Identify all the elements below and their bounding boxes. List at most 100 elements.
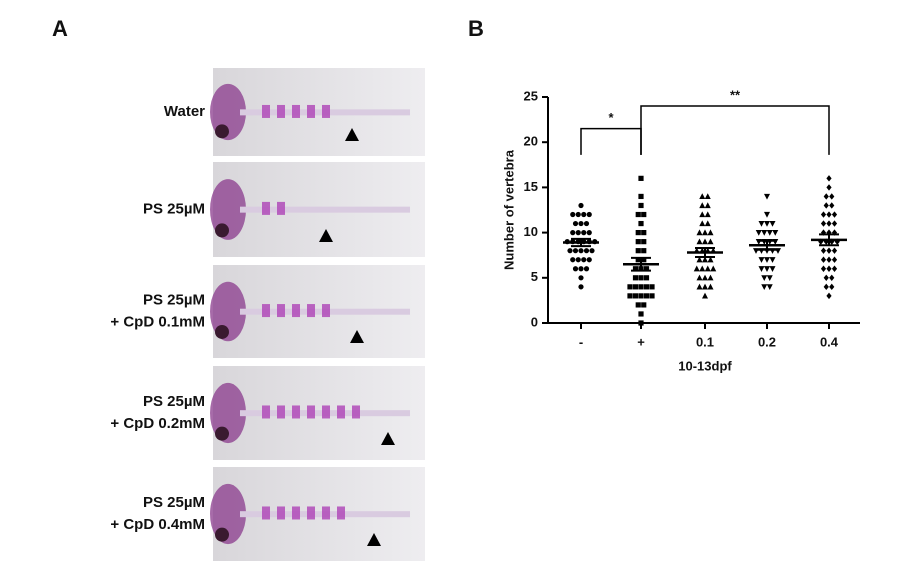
- arrowhead: [319, 229, 333, 242]
- data-point: [632, 293, 639, 299]
- data-point: [583, 248, 590, 254]
- data-point: [702, 283, 708, 290]
- data-point: [820, 256, 827, 263]
- x-tick-label: +: [637, 334, 645, 349]
- data-point: [638, 293, 644, 299]
- error-bar: [757, 239, 777, 251]
- image-label: PS 25µM: [143, 200, 205, 217]
- data-point: [696, 256, 703, 263]
- error-bar: [631, 256, 651, 272]
- data-point: [829, 283, 835, 291]
- data-point: [581, 211, 587, 218]
- data-point: [823, 202, 829, 209]
- image-label: Water: [164, 103, 205, 120]
- data-point: [704, 202, 711, 209]
- data-point: [643, 284, 650, 290]
- data-point: [831, 211, 838, 218]
- vertebra: [292, 405, 300, 419]
- data-point: [755, 230, 762, 236]
- vertebra: [262, 201, 270, 215]
- data-point: [578, 202, 584, 209]
- data-point: [627, 284, 633, 290]
- data-point: [581, 229, 587, 236]
- vertebra: [292, 506, 300, 520]
- vertebra: [337, 506, 345, 520]
- data-point: [766, 230, 773, 236]
- significance-label: **: [730, 87, 741, 102]
- x-tick-label: 0.1: [696, 334, 714, 349]
- data-point: [699, 202, 706, 209]
- data-point: [635, 230, 641, 236]
- data-point: [702, 274, 708, 281]
- vertebra: [337, 405, 345, 419]
- y-tick-label: 0: [531, 314, 538, 329]
- data-point: [764, 211, 770, 218]
- data-point: [829, 202, 835, 209]
- data-point: [764, 257, 770, 263]
- data-point: [578, 275, 584, 281]
- data-point: [575, 229, 581, 236]
- vertebra: [262, 405, 270, 419]
- data-point: [581, 257, 587, 263]
- data-point: [578, 248, 584, 254]
- data-point: [702, 256, 708, 263]
- data-point: [589, 248, 595, 254]
- data-point: [583, 266, 590, 272]
- significance-label: *: [608, 110, 614, 125]
- error-bar: [571, 237, 591, 248]
- arrowhead: [381, 432, 395, 445]
- panel-label: A: [52, 16, 68, 41]
- data-point: [702, 229, 708, 236]
- y-tick-label: 15: [524, 179, 538, 194]
- image-label: PS 25µM: [143, 494, 205, 511]
- data-point: [831, 247, 838, 254]
- data-point: [575, 257, 581, 263]
- data-point: [635, 248, 641, 254]
- data-point: [641, 248, 647, 254]
- eye: [215, 324, 229, 339]
- significance-bracket: [640, 105, 830, 155]
- data-point: [632, 284, 639, 290]
- data-point: [823, 193, 829, 200]
- data-point: [707, 256, 714, 263]
- data-point: [632, 275, 639, 281]
- image-label: + CpD 0.2mM: [110, 415, 205, 432]
- data-point: [758, 220, 765, 227]
- data-point: [572, 266, 579, 272]
- data-point: [643, 275, 650, 281]
- vertebra: [277, 104, 285, 118]
- vertebra: [307, 506, 315, 520]
- data-point: [627, 293, 633, 299]
- data-point: [769, 266, 776, 272]
- vertebra: [262, 104, 270, 118]
- data-point: [758, 257, 765, 263]
- data-point: [766, 284, 773, 291]
- data-point: [643, 293, 650, 299]
- data-point: [641, 239, 647, 245]
- data-point: [826, 220, 832, 227]
- y-tick-label: 25: [524, 88, 538, 103]
- data-point: [764, 266, 770, 272]
- eye: [215, 426, 229, 441]
- data-point: [586, 229, 592, 236]
- data-point: [829, 193, 835, 200]
- data-point: [696, 274, 703, 281]
- data-point: [707, 238, 714, 245]
- data-point: [583, 220, 590, 227]
- vertebra: [322, 304, 330, 318]
- data-point: [831, 256, 838, 263]
- image-label: PS 25µM: [143, 291, 205, 308]
- x-tick-label: -: [579, 334, 583, 349]
- data-point: [769, 257, 776, 263]
- data-point: [696, 283, 703, 290]
- data-point: [769, 220, 776, 227]
- data-point: [638, 220, 644, 227]
- data-point: [702, 292, 708, 299]
- significance-bracket: [580, 127, 642, 155]
- image-label: + CpD 0.4mM: [110, 516, 205, 533]
- data-point: [826, 175, 832, 182]
- data-point: [761, 275, 768, 281]
- y-tick-label: 5: [531, 269, 538, 284]
- data-point: [570, 229, 576, 236]
